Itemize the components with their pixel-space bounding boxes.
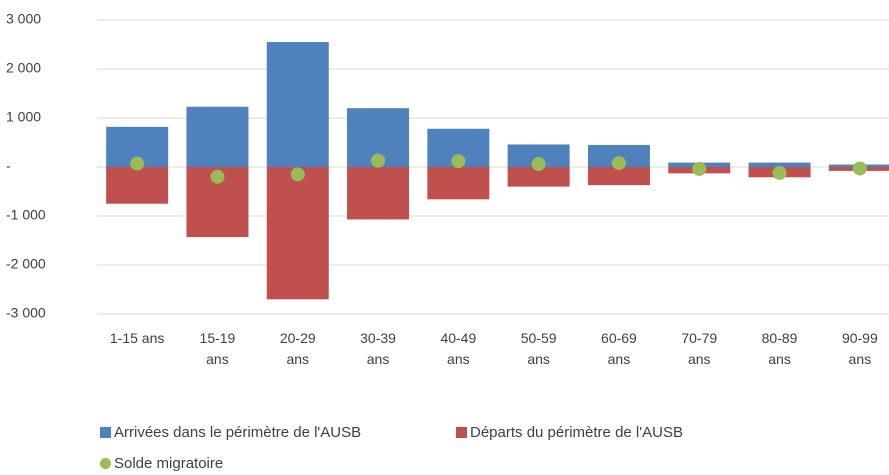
bar (347, 167, 410, 220)
bar (186, 106, 249, 167)
legend-swatch (100, 426, 111, 438)
legend-label: Solde migratoire (114, 454, 224, 472)
marker (290, 167, 305, 182)
marker (772, 165, 787, 180)
marker (852, 161, 867, 176)
legend-item: Solde migratoire (100, 453, 223, 473)
x-tick-label: 15-19 ans (199, 330, 236, 367)
x-tick-label: 50-59 ans (520, 330, 557, 367)
x-tick-label: 90-99 ans (841, 330, 878, 367)
legend-item: Départs du périmètre de l'AUSB (456, 422, 683, 442)
legend-label: Départs du périmètre de l'AUSB (470, 423, 683, 441)
bar (266, 42, 329, 167)
marker (371, 153, 386, 168)
bar (106, 167, 169, 204)
marker (611, 156, 626, 171)
legend-item: Arrivées dans le périmètre de l'AUSB (100, 422, 361, 442)
x-tick-label: 80-89 ans (761, 330, 798, 367)
x-tick-label: 40-49 ans (440, 330, 477, 367)
x-tick-label: 1-15 ans (109, 330, 165, 346)
bar (587, 167, 650, 186)
marker (130, 156, 145, 171)
y-tick-label: - (6, 158, 11, 174)
marker (692, 161, 707, 176)
legend-label: Arrivées dans le périmètre de l'AUSB (114, 423, 362, 441)
legend-swatch (456, 426, 467, 438)
marker (210, 169, 225, 184)
x-tick-label: 30-39 ans (360, 330, 396, 367)
x-tick-label: 60-69 ans (601, 330, 637, 367)
y-tick-label: 1 000 (6, 109, 41, 125)
bar (587, 144, 650, 167)
y-tick-label: 3 000 (6, 11, 41, 27)
y-tick-label: -3 000 (6, 305, 46, 321)
x-tick-label: 70-79 ans (681, 330, 718, 367)
y-tick-label: 2 000 (6, 60, 41, 76)
y-tick-label: -2 000 (6, 256, 46, 272)
marker (531, 157, 546, 172)
bar (748, 162, 811, 167)
bar (427, 167, 490, 200)
marker (451, 154, 466, 169)
y-tick-label: -1 000 (6, 207, 46, 223)
x-tick-label: 20-29 ans (279, 330, 316, 367)
bar (507, 144, 570, 167)
bar (507, 167, 570, 187)
legend-swatch (100, 457, 111, 469)
bar (266, 167, 329, 300)
